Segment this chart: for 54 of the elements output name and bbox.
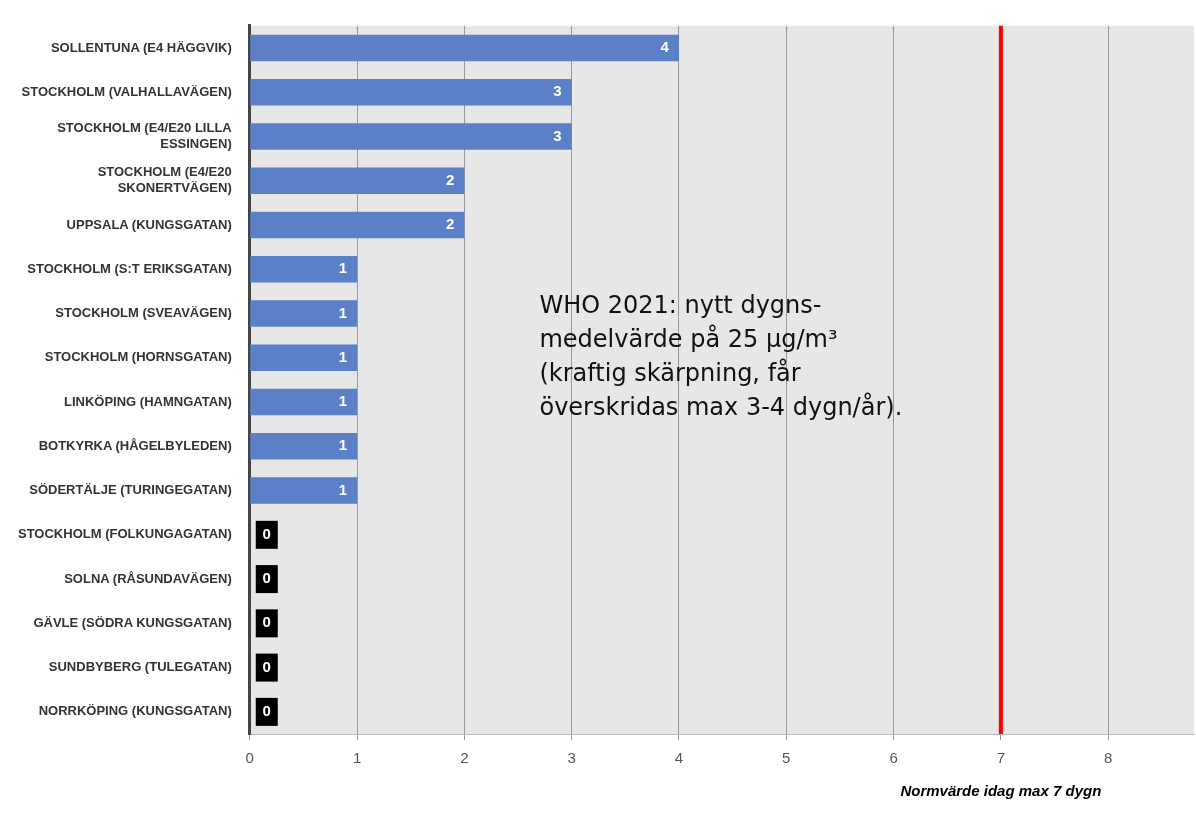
bar (250, 388, 358, 416)
data-label: 2 (446, 215, 455, 233)
x-tick-label: 8 (1103, 749, 1113, 767)
data-label: 1 (338, 480, 348, 498)
data-label: 3 (553, 82, 562, 100)
y-tick-label: STOCKHOLM (E4/E20 SKONERTVÄGEN) (97, 164, 232, 196)
data-label: 0 (262, 613, 271, 631)
bar (250, 78, 572, 106)
bar (250, 167, 465, 194)
x-tick-label: 3 (567, 749, 576, 767)
bar (250, 123, 572, 150)
data-label: 0 (262, 702, 271, 720)
x-tick-label: 7 (996, 749, 1006, 767)
y-tick-label: STOCKHOLM (FOLKUNGAGATAN) (17, 526, 232, 542)
bar (250, 477, 358, 504)
bar (250, 34, 679, 62)
y-tick-label: SOLLENTUNA (E4 HÄGGVIK) (50, 39, 232, 55)
x-tick-label: 2 (460, 749, 469, 767)
x-tick-label: 1 (352, 749, 362, 767)
bar (250, 433, 358, 460)
y-tick-label: SÖDERTÄLJE (TURINGEGATAN) (29, 482, 232, 498)
y-tick-label: SUNDBYBERG (TULEGATAN) (48, 659, 232, 675)
x-tick-label: 5 (782, 749, 791, 767)
x-axis-title: Normvärde idag max 7 dygn (900, 782, 1102, 800)
y-tick-label: STOCKHOLM (S:T ERIKSGATAN) (27, 260, 232, 276)
y-tick-label: GÄVLE (SÖDRA KUNGSGATAN) (33, 614, 232, 630)
y-tick-label: UPPSALA (KUNGSGATAN) (66, 216, 232, 232)
x-tick-label: 4 (674, 749, 684, 767)
data-label: 0 (262, 569, 271, 587)
data-label: 3 (553, 126, 562, 144)
y-tick-label: STOCKHOLM (E4/E20 LILLA ESSINGEN) (57, 120, 233, 151)
y-tick-label: STOCKHOLM (SVEAVÄGEN) (55, 305, 232, 321)
x-tick-label: 0 (245, 749, 254, 767)
bar (250, 211, 465, 239)
bar (250, 300, 358, 327)
data-label: 1 (338, 392, 348, 410)
bar (250, 255, 358, 283)
data-label: 0 (262, 524, 271, 542)
data-label: 1 (338, 303, 348, 321)
data-label: 0 (262, 657, 271, 675)
y-tick-label: STOCKHOLM (HORNSGATAN) (44, 349, 232, 365)
data-label: 1 (338, 436, 348, 454)
data-label: 4 (660, 38, 670, 56)
x-tick-label: 6 (889, 749, 898, 767)
y-tick-label: SOLNA (RÅSUNDAVÄGEN) (64, 570, 232, 586)
y-tick-label: NORRKÖPING (KUNGSGATAN) (38, 703, 232, 719)
y-tick-label: STOCKHOLM (VALHALLAVÄGEN) (21, 83, 232, 99)
data-label: 1 (338, 259, 348, 277)
data-label: 2 (446, 170, 455, 188)
bar (250, 344, 358, 372)
annotation: WHO 2021: nytt dygns-medelvärde på 25 µg/m³ (kraftig skärpning, får överskridas max 3-4 dygn/år). (539, 289, 904, 423)
y-tick-label: BOTKYRKA (HÅGELBYLEDEN) (38, 437, 232, 453)
data-label: 1 (338, 347, 348, 365)
y-tick-label: LINKÖPING (HAMNGATAN) (63, 393, 232, 409)
